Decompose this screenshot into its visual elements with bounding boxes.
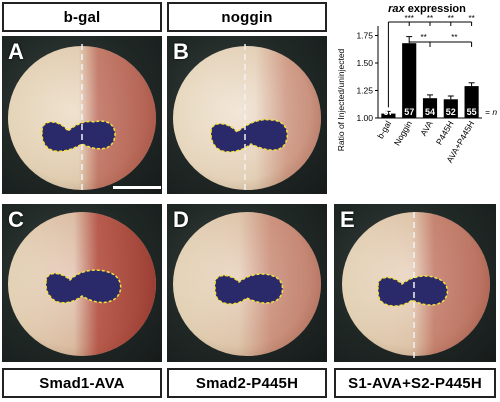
n-suffix: = n: [485, 107, 497, 117]
n-label: 67: [383, 107, 393, 117]
panel-letter-e: E: [340, 207, 355, 232]
panel-d: D: [167, 204, 327, 362]
y-tick-label: 1.00: [356, 113, 373, 123]
x-tick-label: AVA: [418, 119, 435, 138]
chart-layer: 1.00 1.25 1.50 1.75 67 b-gal 57 Noggin 54 AVA 52 P4…: [356, 14, 497, 164]
chart-svg: rax expression Ratio of Injected/uninjec…: [336, 3, 497, 164]
significance-label: **: [448, 14, 454, 23]
label-b-gal: b-gal: [2, 2, 162, 32]
chart-title: rax expression: [388, 3, 466, 15]
panel-letter-b: B: [173, 39, 189, 64]
bar-p445h: [443, 99, 458, 118]
embryo-image-a: [8, 44, 156, 192]
label-s1-ava-s2-p445h: S1-AVA+S2-P445H: [334, 368, 496, 398]
panel-a: A: [2, 36, 162, 194]
bar-b-gal: [381, 113, 396, 118]
stain-region: [173, 46, 321, 190]
n-label: 54: [425, 107, 435, 117]
panel-c: C: [2, 204, 162, 362]
panel-letter-a: A: [8, 39, 24, 64]
y-tick-label: 1.75: [356, 31, 373, 41]
significance-label: ***: [405, 14, 414, 23]
eye-field: [210, 118, 289, 153]
significance-label: **: [451, 33, 457, 42]
significance-label: **: [420, 33, 426, 42]
x-tick-label: Noggin: [392, 119, 414, 148]
bar-ava: [422, 98, 438, 118]
panel-letter-d: D: [173, 207, 189, 232]
n-label: 52: [446, 107, 456, 117]
x-tick-label: b-gal: [375, 119, 393, 140]
x-tick-label: P445H: [434, 119, 456, 147]
eye-field: [214, 273, 284, 305]
label-smad1-ava: Smad1-AVA: [2, 368, 162, 398]
eye-field: [377, 275, 449, 307]
eye-field: [45, 269, 122, 304]
y-axis-label: Ratio of Injected/uninjected: [336, 48, 346, 151]
n-label: 57: [404, 107, 414, 117]
bar-noggin: [402, 43, 417, 119]
eye-field: [41, 120, 116, 153]
y-tick-label: 1.25: [356, 86, 373, 96]
embryo-image-d: [173, 212, 321, 356]
panel-b: B: [167, 36, 327, 194]
significance-label: **: [427, 14, 433, 23]
embryo-image-c: [8, 212, 156, 356]
scale-bar: [113, 186, 161, 189]
panel-letter-c: C: [8, 207, 24, 232]
embryo-image-b: [173, 44, 321, 192]
panel-e: E: [334, 204, 496, 362]
embryo-image-e: [342, 212, 490, 360]
significance-label: **: [468, 14, 474, 23]
rax-expression-chart: rax expression Ratio of Injected/uninjec…: [330, 0, 500, 195]
label-smad2-p445h: Smad2-P445H: [167, 368, 327, 398]
label-noggin: noggin: [167, 2, 327, 32]
y-tick-label: 1.50: [356, 58, 373, 68]
n-label: 55: [467, 107, 477, 117]
bar-ava-p445h: [464, 86, 479, 118]
